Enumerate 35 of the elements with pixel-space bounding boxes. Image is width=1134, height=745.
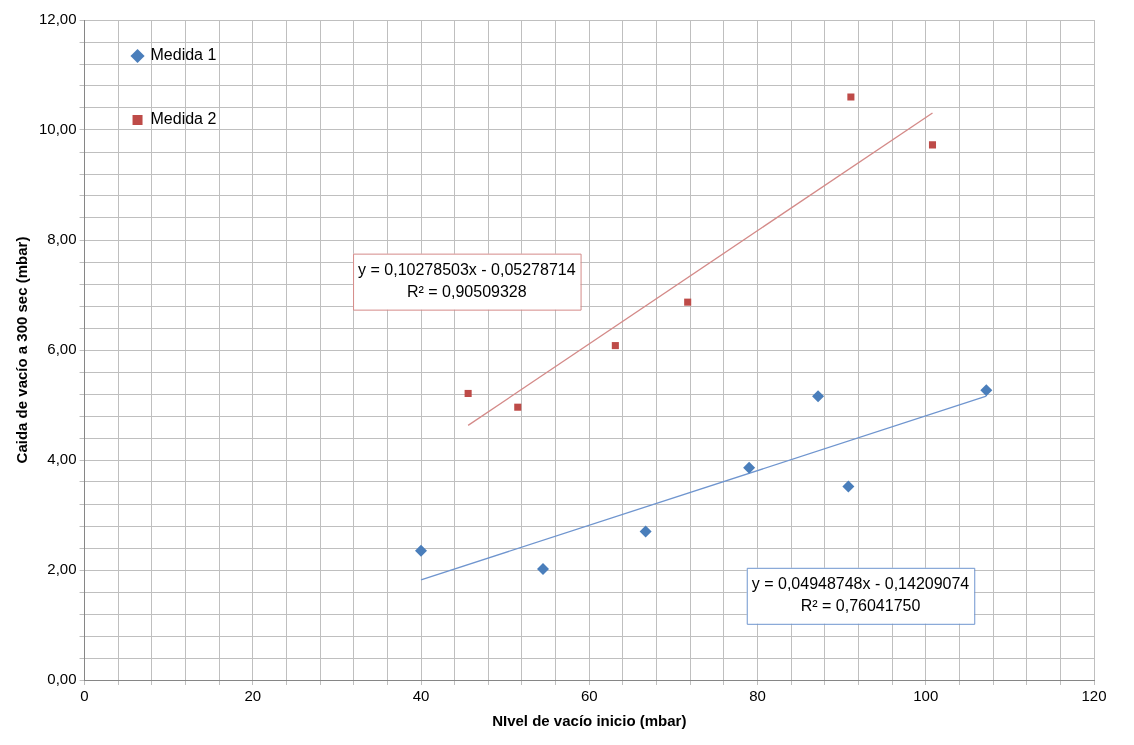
y-tick-label: 2,00	[47, 560, 77, 578]
point	[639, 525, 652, 538]
point	[980, 384, 993, 397]
y-tick-label: 0,00	[47, 670, 77, 688]
x-tick-label: 0	[80, 687, 89, 705]
point	[928, 141, 937, 149]
y-tick-label: 6,00	[47, 340, 77, 358]
y-axis-title: Caida de vacío a 300 sec (mbar)	[13, 236, 31, 464]
point	[812, 390, 825, 403]
legend-label: Medida 2	[150, 110, 217, 128]
point	[415, 544, 428, 557]
x-axis-title: NIvel de vacío inicio (mbar)	[492, 712, 687, 730]
point	[847, 93, 855, 101]
annotation: R² = 0,76041750	[800, 597, 921, 615]
point	[842, 480, 855, 493]
x-tick-label: 80	[749, 687, 766, 705]
x-tick-label: 120	[1081, 687, 1107, 705]
point	[537, 562, 549, 575]
y-tick-label: 12,00	[38, 10, 77, 28]
point	[611, 342, 619, 350]
point	[464, 389, 472, 397]
y-tick-label: 10,00	[38, 120, 77, 138]
x-tick-label: 100	[913, 687, 939, 705]
annotation: R² = 0,90509328	[406, 283, 527, 301]
y-tick-label: 4,00	[47, 450, 77, 468]
x-tick-label: 20	[244, 687, 262, 705]
legend-label: Medida 1	[150, 46, 217, 64]
point	[514, 403, 522, 411]
point	[743, 461, 756, 474]
y-tick-label: 8,00	[47, 230, 77, 248]
x-tick-label: 60	[580, 687, 598, 705]
annotation: y = 0,04948748x - 0,14209074	[751, 575, 970, 593]
x-tick-label: 40	[412, 687, 430, 705]
annotation: y = 0,10278503x - 0,05278714	[358, 261, 576, 279]
point	[684, 298, 692, 306]
